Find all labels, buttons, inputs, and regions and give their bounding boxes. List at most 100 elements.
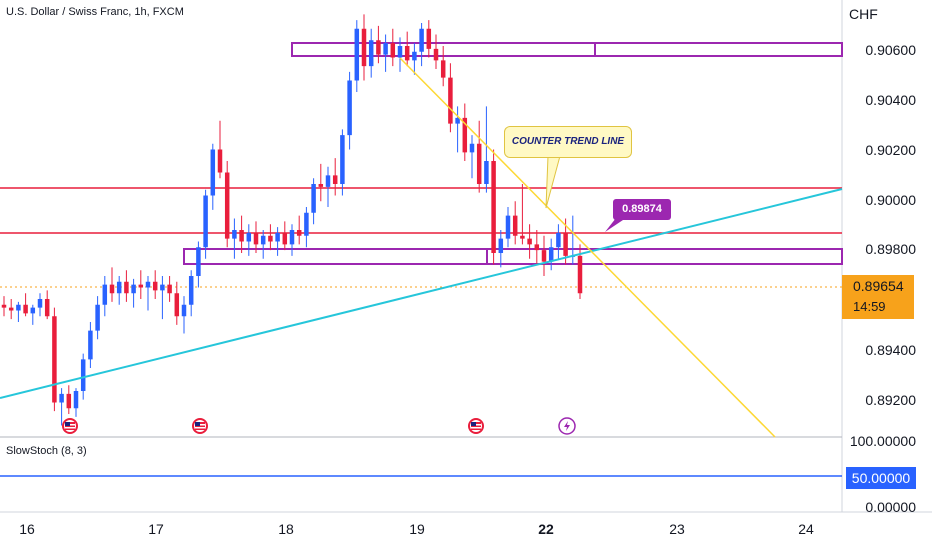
bear-candle[interactable]	[376, 40, 381, 55]
bull-candle[interactable]	[95, 304, 100, 331]
bull-candle[interactable]	[311, 184, 316, 213]
bull-candle[interactable]	[30, 307, 36, 314]
bull-candle[interactable]	[275, 232, 280, 242]
bull-candle[interactable]	[505, 215, 511, 239]
price-label-tag[interactable]: 0.89874	[613, 199, 671, 220]
bull-candle[interactable]	[160, 284, 165, 291]
bull-candle[interactable]	[181, 304, 187, 317]
bear-candle[interactable]	[8, 307, 14, 311]
lightning-icon[interactable]	[558, 417, 576, 435]
time-tick: 16	[19, 521, 35, 537]
indicator-label[interactable]: SlowStoch (8, 3)	[6, 445, 87, 457]
bear-candle[interactable]	[109, 284, 115, 294]
bull-candle[interactable]	[484, 161, 489, 184]
us-flag-icon[interactable]	[62, 418, 78, 434]
bull-candle[interactable]	[354, 28, 360, 81]
counter-trend-callout[interactable]: COUNTER TREND LINE	[504, 126, 632, 158]
bear-candle[interactable]	[404, 46, 410, 61]
bull-candle[interactable]	[246, 232, 252, 242]
support-zone-left[interactable]	[183, 248, 488, 265]
bear-candle[interactable]	[563, 232, 568, 256]
bear-candle[interactable]	[296, 230, 302, 236]
bear-candle[interactable]	[124, 281, 129, 294]
bear-candle[interactable]	[282, 232, 288, 245]
bull-candle[interactable]	[325, 175, 331, 187]
bear-candle[interactable]	[239, 230, 244, 242]
resistance-zone-right[interactable]	[594, 42, 843, 57]
bull-candle[interactable]	[37, 299, 43, 308]
bear-candle[interactable]	[52, 316, 57, 403]
uptrend-line[interactable]	[0, 188, 843, 399]
bear-candle[interactable]	[23, 304, 28, 314]
indicator-tick-top: 100.00000	[849, 433, 916, 449]
bull-candle[interactable]	[80, 359, 86, 391]
bull-candle[interactable]	[469, 143, 475, 153]
candles-group	[1, 14, 583, 426]
bear-candle[interactable]	[152, 281, 158, 291]
bear-candle[interactable]	[520, 235, 525, 239]
bull-candle[interactable]	[383, 43, 388, 55]
bull-candle[interactable]	[455, 117, 460, 124]
bull-candle[interactable]	[59, 393, 64, 403]
bull-candle[interactable]	[397, 46, 403, 58]
bull-candle[interactable]	[116, 281, 122, 294]
bull-candle[interactable]	[16, 304, 21, 311]
price-label-pointer	[605, 218, 626, 232]
counter-trend-line[interactable]	[399, 57, 776, 438]
bull-candle[interactable]	[556, 232, 561, 248]
bear-candle[interactable]	[433, 48, 439, 61]
bull-candle[interactable]	[73, 391, 79, 409]
bear-candle[interactable]	[440, 60, 446, 78]
support-zone-right[interactable]	[486, 248, 843, 265]
bear-candle[interactable]	[361, 28, 367, 67]
bear-candle[interactable]	[541, 250, 547, 262]
bear-candle[interactable]	[138, 284, 144, 288]
bull-candle[interactable]	[368, 40, 374, 67]
bull-candle[interactable]	[196, 247, 201, 276]
bull-candle[interactable]	[347, 80, 352, 136]
bear-candle[interactable]	[534, 244, 540, 251]
bear-candle[interactable]	[426, 28, 432, 49]
bull-candle[interactable]	[102, 284, 108, 305]
bull-candle[interactable]	[419, 28, 424, 52]
bull-candle[interactable]	[210, 149, 216, 196]
bull-candle[interactable]	[232, 230, 237, 239]
bull-candle[interactable]	[188, 276, 194, 305]
bear-candle[interactable]	[577, 255, 583, 294]
price-tick: 0.90200	[865, 142, 916, 158]
bear-candle[interactable]	[527, 238, 532, 245]
bear-candle[interactable]	[224, 172, 230, 239]
us-flag-icon[interactable]	[468, 418, 484, 434]
bull-candle[interactable]	[498, 238, 504, 253]
bear-candle[interactable]	[448, 77, 453, 124]
bear-candle[interactable]	[217, 149, 223, 173]
us-flag-icon[interactable]	[192, 418, 208, 434]
bear-candle[interactable]	[476, 143, 482, 184]
bear-candle[interactable]	[390, 43, 396, 58]
bull-candle[interactable]	[203, 195, 208, 248]
bull-candle[interactable]	[131, 284, 136, 294]
bull-candle[interactable]	[260, 235, 266, 245]
bear-candle[interactable]	[66, 393, 72, 409]
bull-candle[interactable]	[548, 247, 554, 262]
bull-candle[interactable]	[304, 212, 309, 236]
time-tick: 19	[409, 521, 425, 537]
bull-candle[interactable]	[145, 281, 151, 288]
bear-candle[interactable]	[253, 232, 259, 245]
bull-candle[interactable]	[289, 230, 295, 245]
bear-candle[interactable]	[1, 304, 7, 308]
bull-candle[interactable]	[88, 330, 93, 360]
bear-candle[interactable]	[512, 215, 518, 236]
bear-candle[interactable]	[462, 117, 468, 153]
bear-candle[interactable]	[318, 184, 324, 187]
bear-candle[interactable]	[44, 299, 50, 317]
bear-candle[interactable]	[332, 175, 338, 184]
bear-candle[interactable]	[491, 161, 496, 253]
bear-candle[interactable]	[268, 235, 273, 242]
bull-candle[interactable]	[340, 135, 345, 184]
bear-candle[interactable]	[167, 284, 172, 294]
bull-candle[interactable]	[412, 51, 417, 61]
bear-candle[interactable]	[174, 293, 180, 317]
